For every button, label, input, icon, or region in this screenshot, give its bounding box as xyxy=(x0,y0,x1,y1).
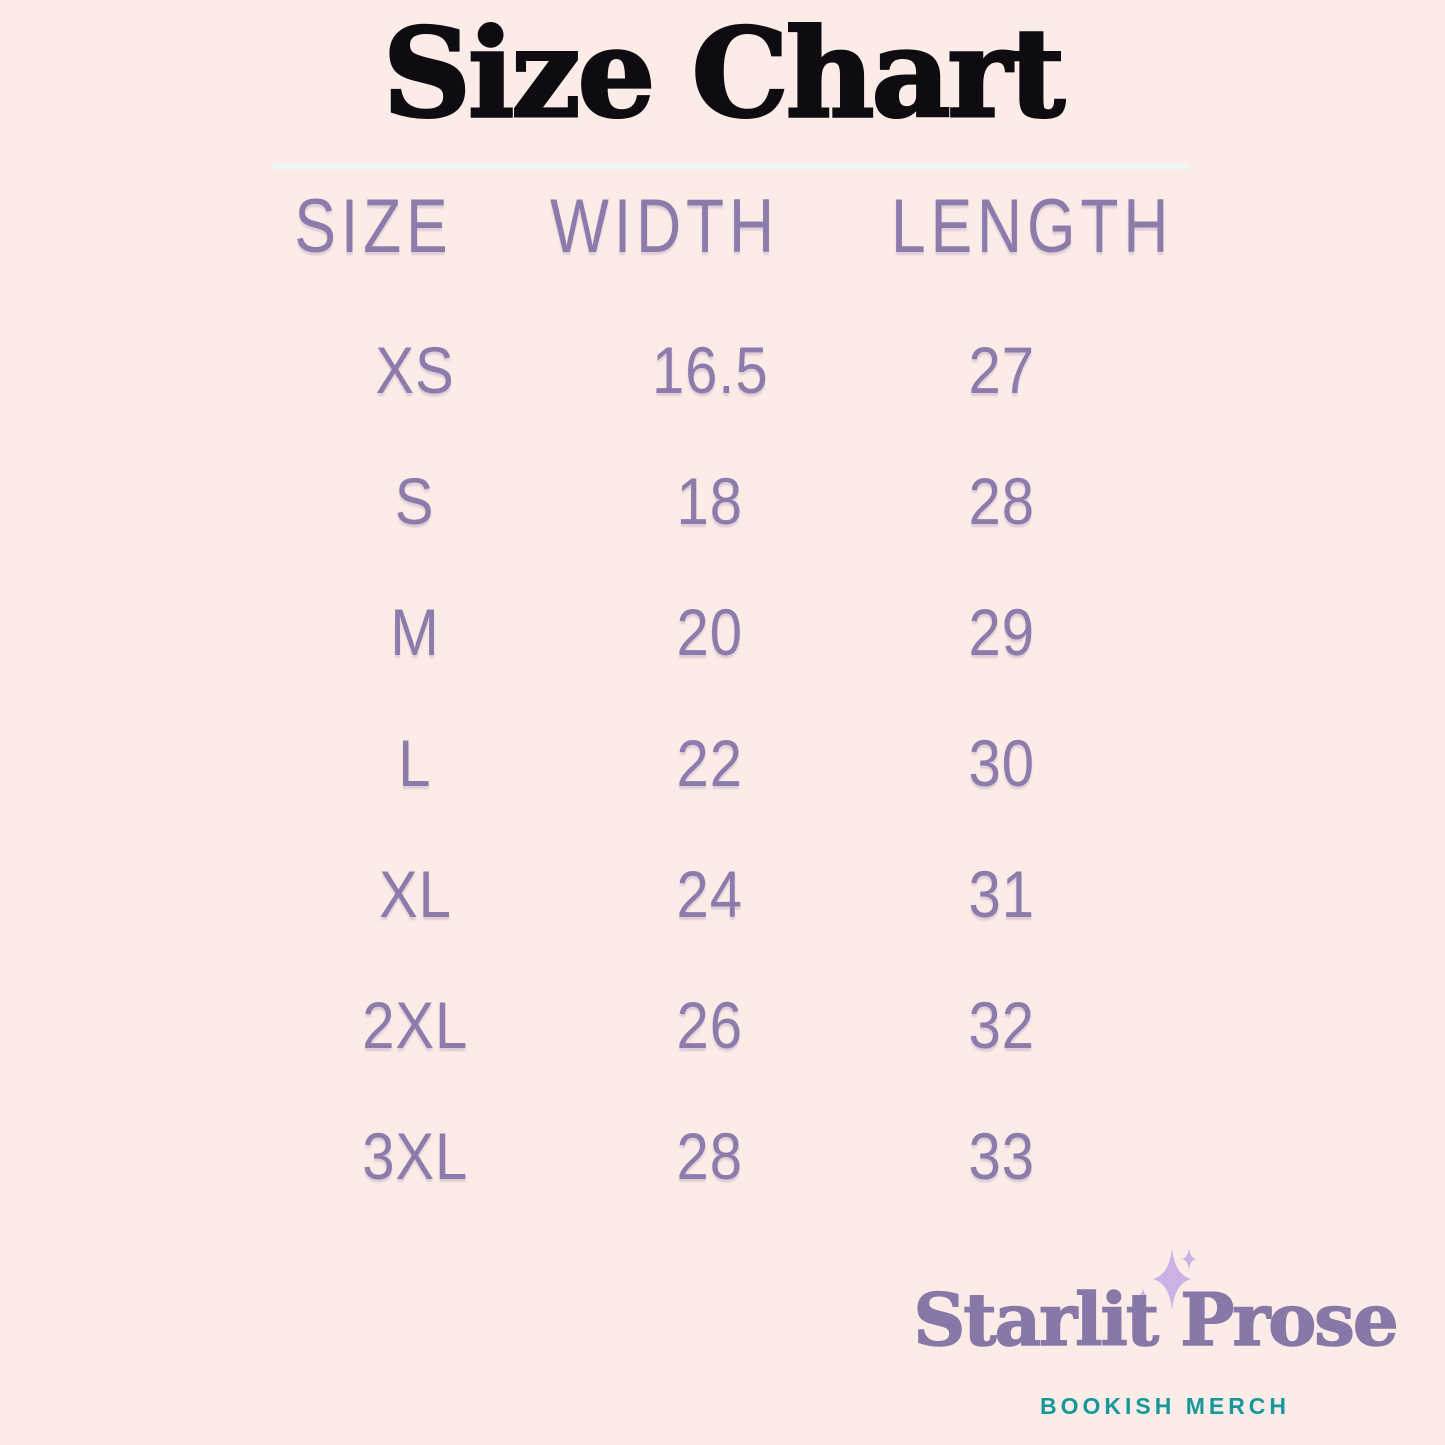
page-title: Size Chart xyxy=(381,1,1066,145)
column-header-length: LENGTH xyxy=(890,184,1174,269)
cell-size: L xyxy=(398,725,432,800)
sparkles-icon xyxy=(1138,1248,1196,1310)
cell-length: 32 xyxy=(968,987,1036,1062)
table-row: L 22 30 xyxy=(270,697,1180,828)
size-table-body: XS 16.5 27 S 18 28 M 20 29 L 22 30 XL 24… xyxy=(270,304,1180,1221)
cell-width: 24 xyxy=(676,856,744,931)
cell-width: 16.5 xyxy=(651,332,769,407)
table-row: M 20 29 xyxy=(270,566,1180,697)
table-row: 3XL 28 33 xyxy=(270,1090,1180,1221)
cell-width: 20 xyxy=(676,594,744,669)
column-header-size: SIZE xyxy=(293,184,453,269)
cell-width: 18 xyxy=(676,463,744,538)
cell-length: 33 xyxy=(968,1118,1036,1193)
cell-size: 2XL xyxy=(362,987,468,1062)
cell-length: 31 xyxy=(968,856,1036,931)
sparkle-medium xyxy=(1182,1248,1196,1270)
size-table-header: SIZE WIDTH LENGTH xyxy=(270,183,1180,269)
cell-size: XS xyxy=(375,332,455,407)
brand-tagline: BOOKISH MERCH xyxy=(1039,1393,1291,1419)
cell-width: 26 xyxy=(676,987,744,1062)
cell-size: XL xyxy=(378,856,452,931)
cell-length: 27 xyxy=(968,332,1036,407)
cell-size: 3XL xyxy=(362,1118,468,1193)
sparkle-small xyxy=(1138,1288,1148,1304)
cell-size: S xyxy=(395,463,435,538)
cell-width: 28 xyxy=(676,1118,744,1193)
cell-length: 30 xyxy=(968,725,1036,800)
table-row: 2XL 26 32 xyxy=(270,959,1180,1090)
brand-name: Starlit Prose xyxy=(913,1277,1400,1362)
table-row: XL 24 31 xyxy=(270,828,1180,959)
column-header-width: WIDTH xyxy=(550,184,780,269)
sparkle-large xyxy=(1153,1248,1191,1310)
cell-width: 22 xyxy=(676,725,744,800)
table-row: S 18 28 xyxy=(270,435,1180,566)
cell-length: 29 xyxy=(968,594,1036,669)
divider-line xyxy=(272,163,1190,170)
table-row: XS 16.5 27 xyxy=(270,304,1180,435)
cell-size: M xyxy=(390,594,440,669)
cell-length: 28 xyxy=(968,463,1036,538)
